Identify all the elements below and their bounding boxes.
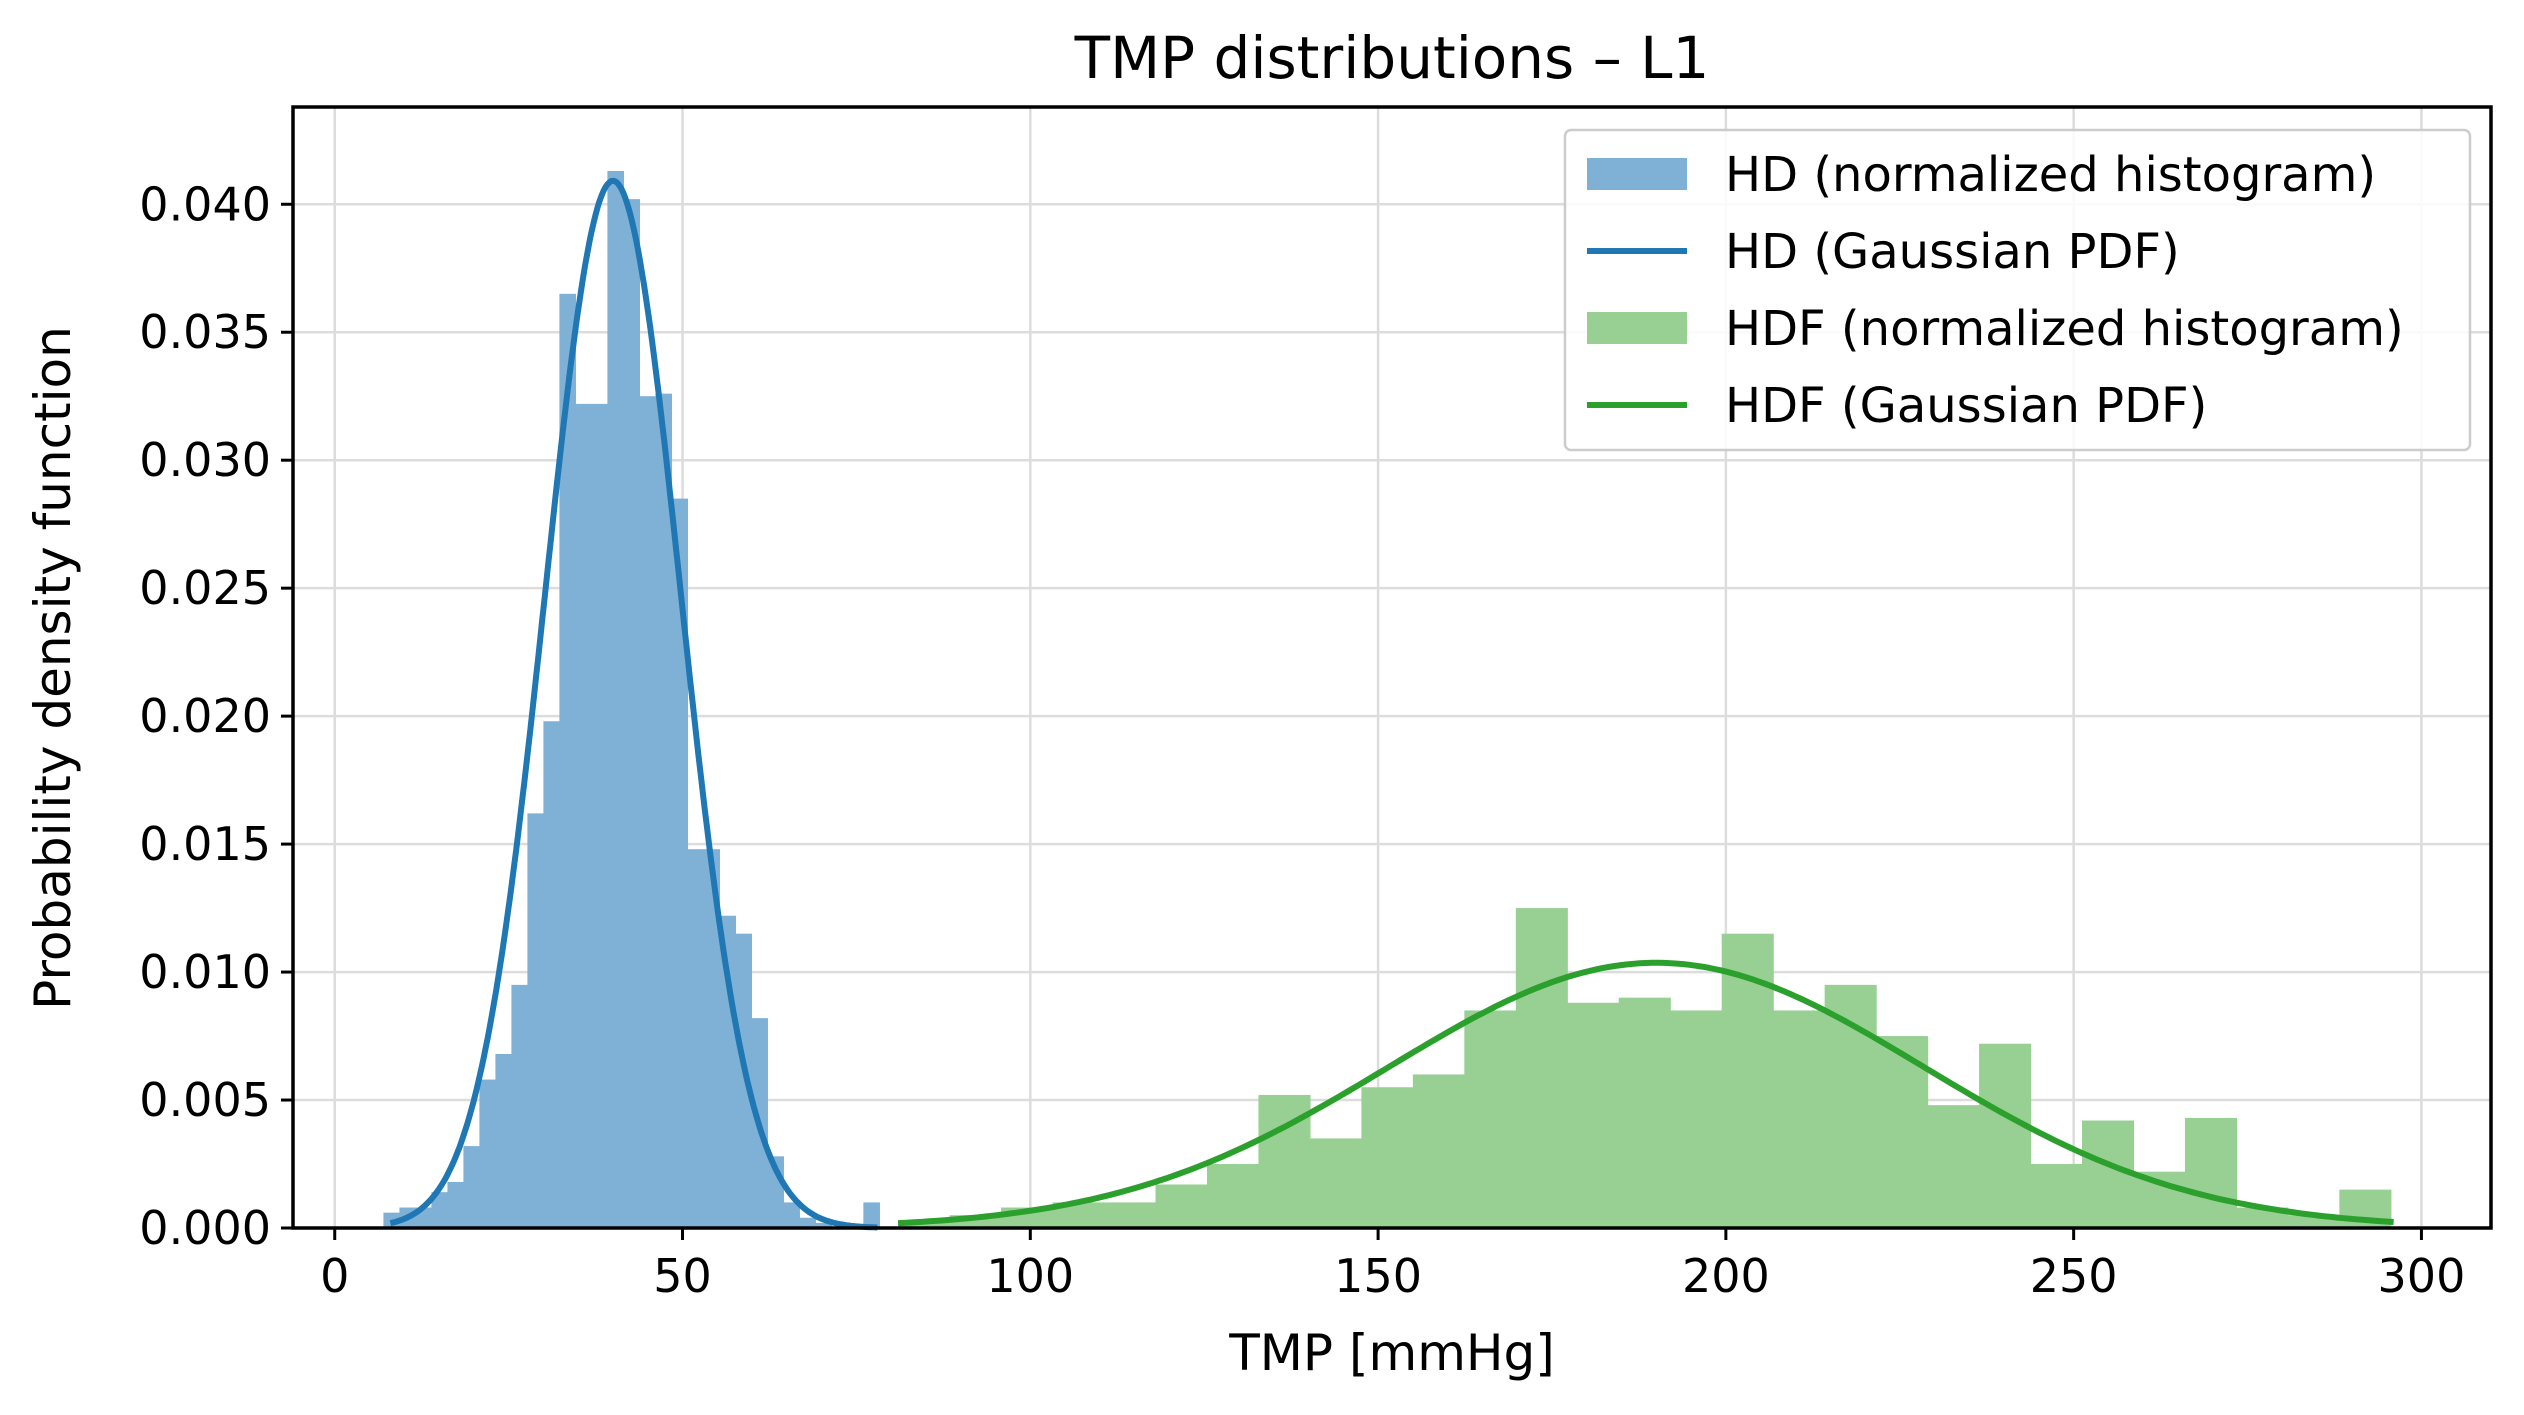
histogram-bar [863,1202,880,1228]
legend-label: HDF (Gaussian PDF) [1725,378,2207,434]
histogram-bar [447,1181,465,1228]
y-tick-label: 0.020 [139,689,271,743]
y-tick-label: 0.040 [139,177,271,231]
histogram-bar [527,813,545,1228]
histogram-bar [687,849,704,1228]
histogram-bar [783,1202,800,1228]
x-tick-label: 100 [986,1249,1074,1303]
histogram-bar [799,1217,816,1228]
chart-title: TMP distributions – L1 [1074,24,1710,92]
gaussian-curves [389,177,2394,1231]
histogram-bar [559,293,577,1228]
histogram-bar [1876,1036,1929,1228]
histogram-bar [575,403,592,1228]
histogram-bar [1567,1002,1620,1228]
y-axis-ticks: 0.000 0.005 0.010 0.015 0.020 0.025 0.030 0.035… [139,177,293,1255]
x-tick-label: 50 [653,1249,712,1303]
histogram-bar [623,199,640,1229]
histogram-bar [1155,1184,1208,1228]
histogram-bar [1515,908,1568,1228]
x-axis-ticks: 0 50 100 150 200 250 300 [320,1228,2465,1303]
histogram-bar [639,396,656,1228]
histogram-bar [1361,1087,1414,1228]
histogram-bar [1618,997,1671,1228]
x-tick-label: 300 [2378,1249,2466,1303]
y-tick-label: 0.010 [139,945,271,999]
histogram-bars [383,170,2392,1229]
x-tick-label: 150 [1334,1249,1422,1303]
histogram-bar [2030,1164,2083,1228]
histogram-bar [671,498,688,1229]
histogram-bar [655,393,672,1228]
x-tick-label: 200 [1682,1249,1770,1303]
histogram-bar [1104,1202,1157,1228]
y-tick-label: 0.000 [139,1201,271,1255]
y-tick-label: 0.025 [139,561,271,615]
histogram-bar [479,1079,497,1228]
histogram-bar [607,170,624,1229]
x-axis-label: TMP [mmHg] [1228,1324,1555,1382]
x-tick-label: 250 [2030,1249,2118,1303]
legend: HD (normalized histogram) HD (Gaussian PD… [1563,128,2472,452]
histogram-bar [1412,1074,1465,1228]
legend-swatch [1587,312,1687,344]
histogram-bar [495,1053,513,1228]
y-tick-label: 0.015 [139,817,271,871]
histogram-bar [431,1192,449,1228]
legend-label: HD (Gaussian PDF) [1725,224,2180,280]
histogram-bar [463,1146,481,1228]
histogram-bar [1206,1164,1260,1228]
x-tick-label: 0 [320,1249,349,1303]
legend-label: HD (normalized histogram) [1725,147,2376,203]
legend-swatch [1587,158,1687,190]
y-axis-label: Probability density function [24,326,82,1010]
plot-frame [291,105,2493,1230]
histogram-bar [815,1222,832,1228]
histogram-bar [1464,1010,1517,1228]
histogram-bar [591,403,608,1228]
histogram-bar [2082,1120,2135,1228]
histogram-bar [1309,1138,1362,1228]
y-tick-label: 0.005 [139,1073,271,1127]
histogram-bar [703,849,720,1228]
legend-box [1563,128,2472,452]
histogram-bar [511,984,529,1228]
legend-label: HDF (normalized histogram) [1725,301,2404,357]
gaussian-curve [389,177,879,1231]
gaussian-curve [897,959,2394,1227]
histogram-bar [1979,1043,2032,1228]
histogram-bar [1927,1105,1980,1228]
histogram-bar [1670,1010,1723,1228]
histogram-bar [543,721,561,1228]
histogram-bar [735,933,752,1228]
y-tick-label: 0.030 [139,433,271,487]
y-tick-label: 0.035 [139,305,271,359]
histogram-bar [1773,1010,1826,1228]
histogram-bar [2184,1117,2238,1228]
